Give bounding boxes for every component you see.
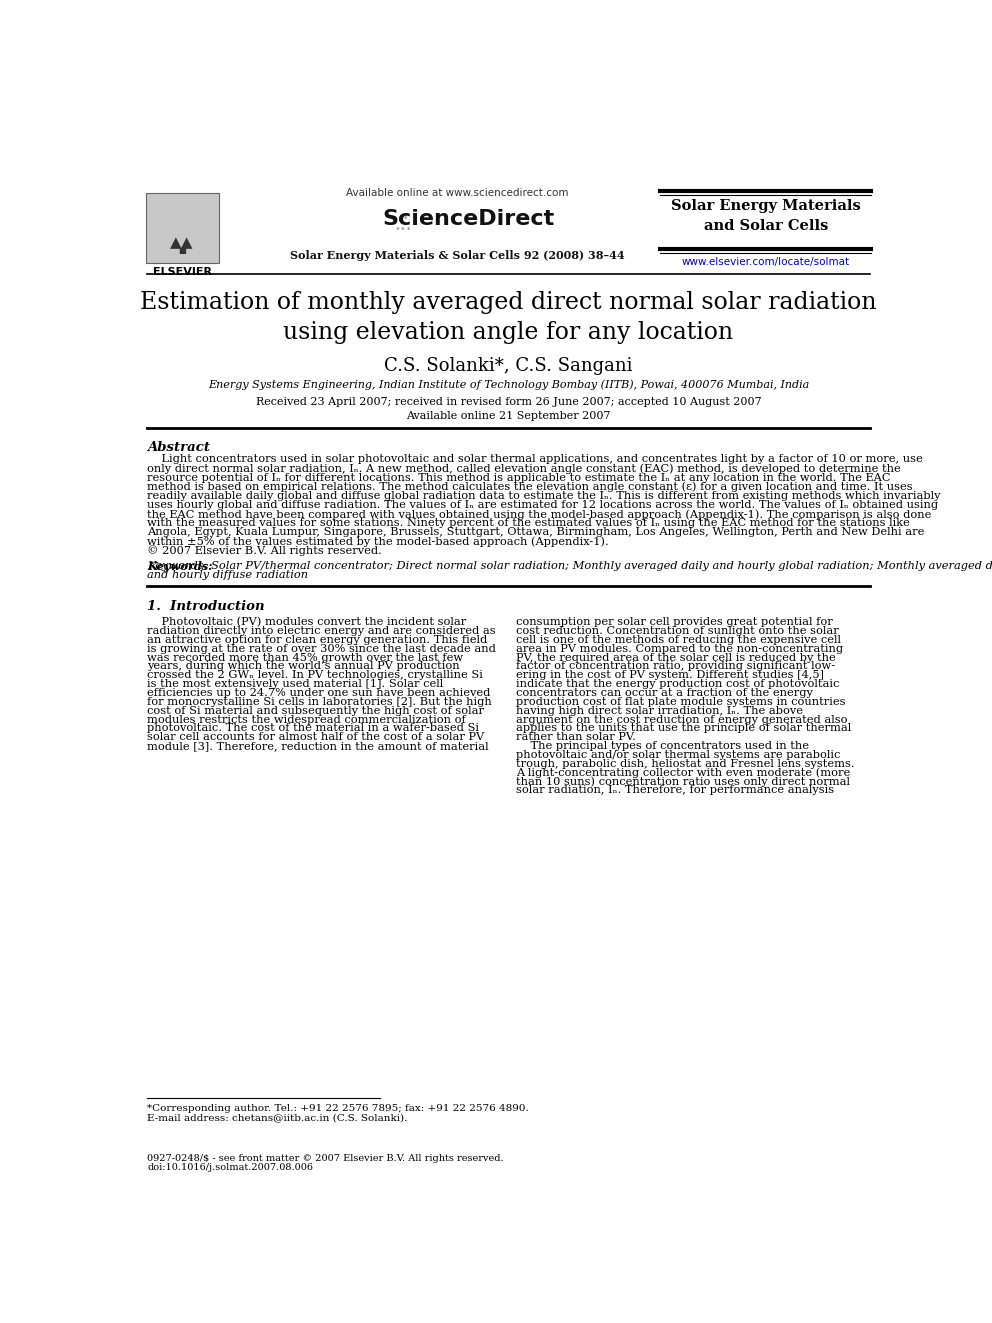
Text: ••
•••: •• •••	[394, 213, 412, 234]
Text: cost of Si material and subsequently the high cost of solar: cost of Si material and subsequently the…	[147, 705, 484, 716]
Text: Photovoltaic (PV) modules convert the incident solar: Photovoltaic (PV) modules convert the in…	[147, 618, 466, 627]
Text: consumption per solar cell provides great potential for: consumption per solar cell provides grea…	[516, 618, 833, 627]
Text: ering in the cost of PV system. Different studies [4,5]: ering in the cost of PV system. Differen…	[516, 671, 824, 680]
Text: and hourly diffuse radiation: and hourly diffuse radiation	[147, 570, 309, 579]
Text: Angola, Egypt, Kuala Lumpur, Singapore, Brussels, Stuttgart, Ottawa, Birmingham,: Angola, Egypt, Kuala Lumpur, Singapore, …	[147, 527, 925, 537]
Text: photovoltaic. The cost of the material in a wafer-based Si: photovoltaic. The cost of the material i…	[147, 724, 479, 733]
Text: Received 23 April 2007; received in revised form 26 June 2007; accepted 10 Augus: Received 23 April 2007; received in revi…	[256, 397, 761, 421]
Text: for monocrystalline Si cells in laboratories [2]. But the high: for monocrystalline Si cells in laborato…	[147, 697, 492, 706]
Text: 0927-0248/$ - see front matter © 2007 Elsevier B.V. All rights reserved.: 0927-0248/$ - see front matter © 2007 El…	[147, 1154, 504, 1163]
Text: module [3]. Therefore, reduction in the amount of material: module [3]. Therefore, reduction in the …	[147, 741, 489, 751]
Text: ELSEVIER: ELSEVIER	[153, 266, 211, 277]
Text: Solar Energy Materials
and Solar Cells: Solar Energy Materials and Solar Cells	[671, 198, 861, 233]
Text: Abstract: Abstract	[147, 441, 210, 454]
Text: factor of concentration ratio, providing significant low-: factor of concentration ratio, providing…	[516, 662, 835, 672]
Text: Estimation of monthly averaged direct normal solar radiation
using elevation ang: Estimation of monthly averaged direct no…	[140, 291, 877, 344]
Text: method is based on empirical relations. The method calculates the elevation angl: method is based on empirical relations. …	[147, 482, 913, 492]
Text: Light concentrators used in solar photovoltaic and solar thermal applications, a: Light concentrators used in solar photov…	[147, 454, 923, 464]
Text: production cost of flat plate module systems in countries: production cost of flat plate module sys…	[516, 697, 845, 706]
Text: © 2007 Elsevier B.V. All rights reserved.: © 2007 Elsevier B.V. All rights reserved…	[147, 545, 382, 556]
Text: with the measured values for some stations. Ninety percent of the estimated valu: with the measured values for some statio…	[147, 519, 910, 528]
Text: A light-concentrating collector with even moderate (more: A light-concentrating collector with eve…	[516, 767, 850, 778]
Text: crossed the 2 GWₙ level. In PV technologies, crystalline Si: crossed the 2 GWₙ level. In PV technolog…	[147, 671, 483, 680]
Text: C.S. Solanki*, C.S. Sangani: C.S. Solanki*, C.S. Sangani	[384, 357, 633, 376]
Text: E-mail address: chetans@iitb.ac.in (C.S. Solanki).: E-mail address: chetans@iitb.ac.in (C.S.…	[147, 1114, 408, 1122]
Text: solar cell accounts for almost half of the cost of a solar PV: solar cell accounts for almost half of t…	[147, 733, 484, 742]
Text: PV, the required area of the solar cell is reduced by the: PV, the required area of the solar cell …	[516, 652, 836, 663]
Text: photovoltaic and/or solar thermal systems are parabolic: photovoltaic and/or solar thermal system…	[516, 750, 840, 759]
Text: modules restricts the widespread commercialization of: modules restricts the widespread commerc…	[147, 714, 466, 725]
Text: concentrators can occur at a fraction of the energy: concentrators can occur at a fraction of…	[516, 688, 813, 699]
Text: The principal types of concentrators used in the: The principal types of concentrators use…	[516, 741, 809, 751]
Text: ScienceDirect: ScienceDirect	[383, 209, 555, 229]
Text: *Corresponding author. Tel.: +91 22 2576 7895; fax: +91 22 2576 4890.: *Corresponding author. Tel.: +91 22 2576…	[147, 1105, 529, 1114]
Text: trough, parabolic dish, heliostat and Fresnel lens systems.: trough, parabolic dish, heliostat and Fr…	[516, 759, 855, 769]
Text: www.elsevier.com/locate/solmat: www.elsevier.com/locate/solmat	[682, 257, 850, 267]
Text: radiation directly into electric energy and are considered as: radiation directly into electric energy …	[147, 626, 496, 636]
Text: Energy Systems Engineering, Indian Institute of Technology Bombay (IITB), Powai,: Energy Systems Engineering, Indian Insti…	[207, 380, 809, 390]
Text: solar radiation, Iₙ. Therefore, for performance analysis: solar radiation, Iₙ. Therefore, for perf…	[516, 786, 834, 795]
Text: the EAC method have been compared with values obtained using the model-based app: the EAC method have been compared with v…	[147, 509, 931, 520]
Text: argument on the cost reduction of energy generated also: argument on the cost reduction of energy…	[516, 714, 847, 725]
Text: area in PV modules. Compared to the non-concentrating: area in PV modules. Compared to the non-…	[516, 644, 843, 654]
Text: indicate that the energy production cost of photovoltaic: indicate that the energy production cost…	[516, 679, 839, 689]
Text: Solar Energy Materials & Solar Cells 92 (2008) 38–44: Solar Energy Materials & Solar Cells 92 …	[290, 250, 625, 261]
Text: is growing at the rate of over 30% since the last decade and: is growing at the rate of over 30% since…	[147, 644, 496, 654]
Text: 1.  Introduction: 1. Introduction	[147, 601, 265, 614]
Text: ■: ■	[179, 247, 186, 255]
Text: within ±5% of the values estimated by the model-based approach (Appendix-1).: within ±5% of the values estimated by th…	[147, 536, 609, 546]
Text: Keywords:: Keywords:	[147, 561, 212, 572]
Text: was recorded more than 45% growth over the last few: was recorded more than 45% growth over t…	[147, 652, 463, 663]
Text: Keywords: Solar PV/thermal concentrator; Direct normal solar radiation; Monthly : Keywords: Solar PV/thermal concentrator;…	[147, 561, 992, 570]
Text: resource potential of Iₙ for different locations. This method is applicable to e: resource potential of Iₙ for different l…	[147, 472, 891, 483]
Text: uses hourly global and diffuse radiation. The values of Iₙ are estimated for 12 : uses hourly global and diffuse radiation…	[147, 500, 938, 509]
Text: is the most extensively used material [1]. Solar cell: is the most extensively used material [1…	[147, 679, 443, 689]
Text: rather than solar PV.: rather than solar PV.	[516, 733, 636, 742]
Text: doi:10.1016/j.solmat.2007.08.006: doi:10.1016/j.solmat.2007.08.006	[147, 1163, 313, 1172]
Text: years, during which the world’s annual PV production: years, during which the world’s annual P…	[147, 662, 460, 672]
Text: applies to the units that use the principle of solar thermal: applies to the units that use the princi…	[516, 724, 851, 733]
Text: having high direct solar irradiation, Iₙ. The above: having high direct solar irradiation, Iₙ…	[516, 705, 804, 716]
Text: than 10 suns) concentration ratio uses only direct normal: than 10 suns) concentration ratio uses o…	[516, 777, 850, 787]
Text: cell is one of the methods of reducing the expensive cell: cell is one of the methods of reducing t…	[516, 635, 841, 644]
Text: cost reduction. Concentration of sunlight onto the solar: cost reduction. Concentration of sunligh…	[516, 626, 839, 636]
Text: an attractive option for clean energy generation. This field: an attractive option for clean energy ge…	[147, 635, 487, 644]
Text: only direct normal solar radiation, Iₙ. A new method, called elevation angle con: only direct normal solar radiation, Iₙ. …	[147, 463, 901, 474]
Text: readily available daily global and diffuse global radiation data to estimate the: readily available daily global and diffu…	[147, 491, 940, 501]
FancyBboxPatch shape	[146, 193, 218, 263]
Text: efficiencies up to 24.7% under one sun have been achieved: efficiencies up to 24.7% under one sun h…	[147, 688, 491, 699]
Text: ▲▲: ▲▲	[171, 235, 193, 250]
Text: Available online at www.sciencedirect.com: Available online at www.sciencedirect.co…	[346, 188, 568, 198]
